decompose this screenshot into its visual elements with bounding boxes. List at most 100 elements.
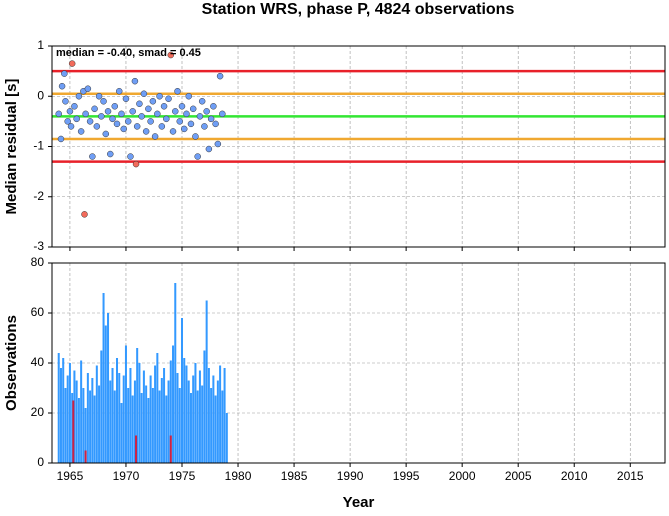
bar	[104, 325, 107, 463]
bar	[77, 398, 80, 463]
point	[86, 118, 94, 125]
point	[192, 133, 199, 140]
x-axis-label: Year	[343, 494, 375, 511]
bar	[84, 408, 87, 463]
point	[187, 120, 195, 128]
point	[158, 123, 166, 130]
bar	[167, 380, 170, 463]
point	[185, 93, 192, 100]
bar	[198, 370, 201, 463]
point	[89, 153, 96, 160]
point	[219, 110, 226, 118]
point	[98, 113, 105, 120]
bar	[180, 318, 184, 463]
point	[107, 150, 114, 158]
bar	[221, 390, 224, 463]
point	[132, 160, 140, 168]
x-tick-label: 1995	[393, 469, 420, 483]
point	[67, 123, 75, 130]
point	[102, 130, 110, 138]
bar	[129, 368, 132, 463]
bar	[111, 368, 114, 463]
bar	[219, 365, 222, 463]
point	[133, 123, 141, 130]
point	[100, 98, 107, 105]
y-tick-label: 60	[31, 305, 45, 319]
x-tick-label: 1970	[113, 469, 140, 483]
bar	[210, 388, 213, 463]
bar	[93, 395, 96, 463]
point	[140, 90, 148, 97]
y-axis-label: Median residual [s]	[3, 79, 20, 215]
y-tick-label: 0	[37, 88, 44, 102]
annotation: median = -0.40, smad = 0.45	[56, 47, 201, 59]
point	[214, 140, 222, 148]
bar	[169, 360, 172, 463]
point	[212, 120, 219, 128]
point	[84, 85, 92, 92]
y-tick-label: -2	[33, 189, 44, 203]
plot-frame	[51, 262, 666, 464]
point	[55, 110, 62, 118]
point	[93, 123, 101, 130]
bar	[223, 368, 226, 463]
point	[127, 153, 134, 160]
bar	[205, 300, 208, 463]
point	[91, 105, 98, 113]
y-tick-label: 1	[37, 38, 44, 52]
point	[178, 103, 186, 110]
bar	[66, 375, 69, 463]
bar	[176, 373, 179, 463]
point	[196, 113, 204, 120]
point	[169, 128, 177, 135]
point	[216, 72, 224, 80]
bar	[203, 350, 206, 463]
point	[145, 105, 152, 113]
point	[183, 110, 190, 118]
point	[176, 118, 184, 125]
point	[61, 70, 68, 77]
bar	[135, 435, 138, 463]
bar	[142, 370, 145, 463]
bar	[102, 293, 105, 463]
bar	[216, 380, 219, 463]
point	[138, 113, 145, 120]
bar	[127, 388, 130, 463]
point	[66, 108, 74, 115]
point	[82, 110, 89, 118]
point	[149, 98, 157, 105]
point	[174, 87, 181, 95]
bar	[169, 435, 172, 463]
bar	[122, 375, 125, 463]
point	[62, 98, 69, 105]
x-tick-label: 1990	[337, 469, 364, 483]
point	[115, 87, 123, 95]
point	[104, 108, 112, 115]
y-axis-label: Observations	[3, 315, 20, 411]
plot-frame	[51, 45, 666, 248]
bar	[140, 393, 143, 463]
y-tick-label: 0	[37, 455, 44, 469]
bar	[147, 398, 150, 463]
point	[136, 100, 143, 108]
point	[118, 110, 125, 118]
y-tick-label: 80	[31, 255, 45, 269]
bar	[118, 373, 121, 463]
bar	[165, 395, 168, 463]
bar	[149, 375, 152, 463]
point	[75, 93, 83, 100]
x-tick-label: 1985	[281, 469, 308, 483]
point	[124, 118, 132, 125]
point	[111, 103, 119, 110]
bar	[107, 313, 110, 463]
bar	[163, 368, 166, 463]
bar	[178, 388, 181, 463]
bar	[86, 373, 89, 463]
point	[147, 118, 154, 125]
point	[160, 103, 168, 110]
point	[71, 103, 78, 110]
point	[122, 95, 130, 103]
point	[131, 77, 139, 85]
point	[189, 105, 197, 113]
